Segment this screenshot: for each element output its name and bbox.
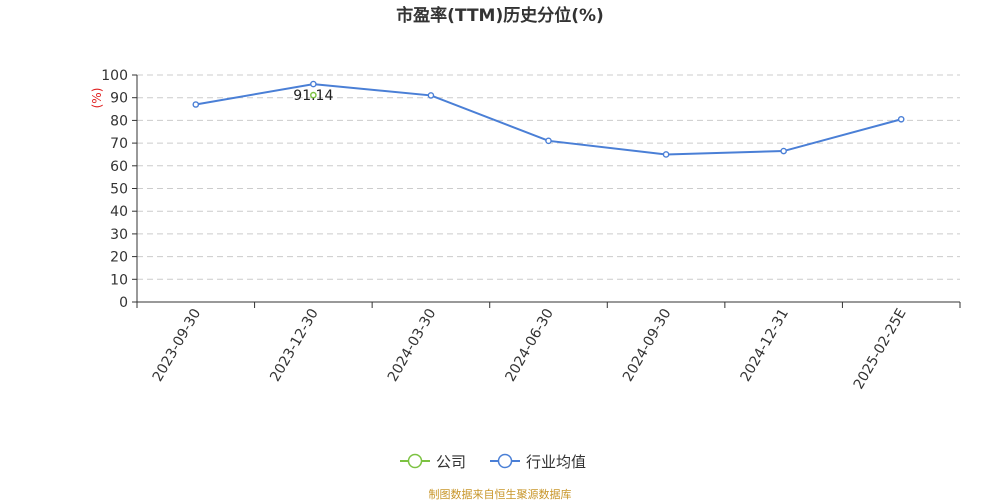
y-tick-label: 10: [110, 272, 128, 288]
legend: 公司 行业均值: [400, 453, 586, 471]
x-tick-label: 2025-02-25E: [851, 306, 910, 392]
y-tick-label: 100: [101, 68, 128, 84]
y-tick-label: 30: [110, 227, 128, 243]
data-point: [662, 151, 670, 158]
x-tick-label: 2024-03-30: [385, 306, 440, 384]
x-tick-label: 2024-12-31: [738, 306, 793, 384]
legend-item: 公司: [400, 453, 466, 471]
data-source-note: 制图数据来自恒生聚源数据库: [428, 488, 572, 501]
y-tick-label: 90: [110, 91, 128, 107]
y-tick-label: 50: [110, 182, 128, 198]
y-ticks: 0 10 20 30 40 50 60 70 80 90 100: [101, 68, 137, 311]
grid: [137, 74, 960, 280]
data-label: 91.14: [293, 88, 333, 104]
x-tick-label: 2024-06-30: [502, 306, 557, 384]
data-point: [192, 101, 200, 108]
data-point: [545, 137, 552, 145]
legend-item: 行业均值: [490, 453, 586, 471]
data-point: [310, 91, 317, 99]
legend-label: 行业均值: [526, 453, 586, 471]
data-point: [427, 92, 435, 99]
y-tick-label: 80: [110, 113, 128, 129]
y-tick-label: 0: [119, 295, 128, 311]
x-tick-label: 2023-09-30: [150, 306, 205, 384]
data-point: [310, 80, 317, 88]
data-point: [897, 115, 905, 123]
chart-title: 市盈率(TTM)历史分位(%): [396, 5, 604, 26]
x-ticks: 2023-09-30 2023-12-30 2024-03-30 2024-06-30…: [136, 302, 961, 392]
series: 91.14: [192, 80, 905, 158]
legend-label: 公司: [436, 453, 466, 471]
y-tick-label: 60: [110, 159, 128, 175]
legend-marker: [407, 453, 423, 469]
y-axis-label: (%): [90, 88, 104, 109]
x-tick-label: 2023-12-30: [267, 306, 322, 384]
data-point: [780, 147, 787, 155]
x-tick-label: 2024-09-30: [620, 306, 675, 384]
y-tick-label: 40: [110, 204, 128, 220]
y-tick-label: 70: [110, 136, 128, 152]
legend-marker: [497, 453, 513, 469]
y-tick-label: 20: [110, 250, 128, 266]
